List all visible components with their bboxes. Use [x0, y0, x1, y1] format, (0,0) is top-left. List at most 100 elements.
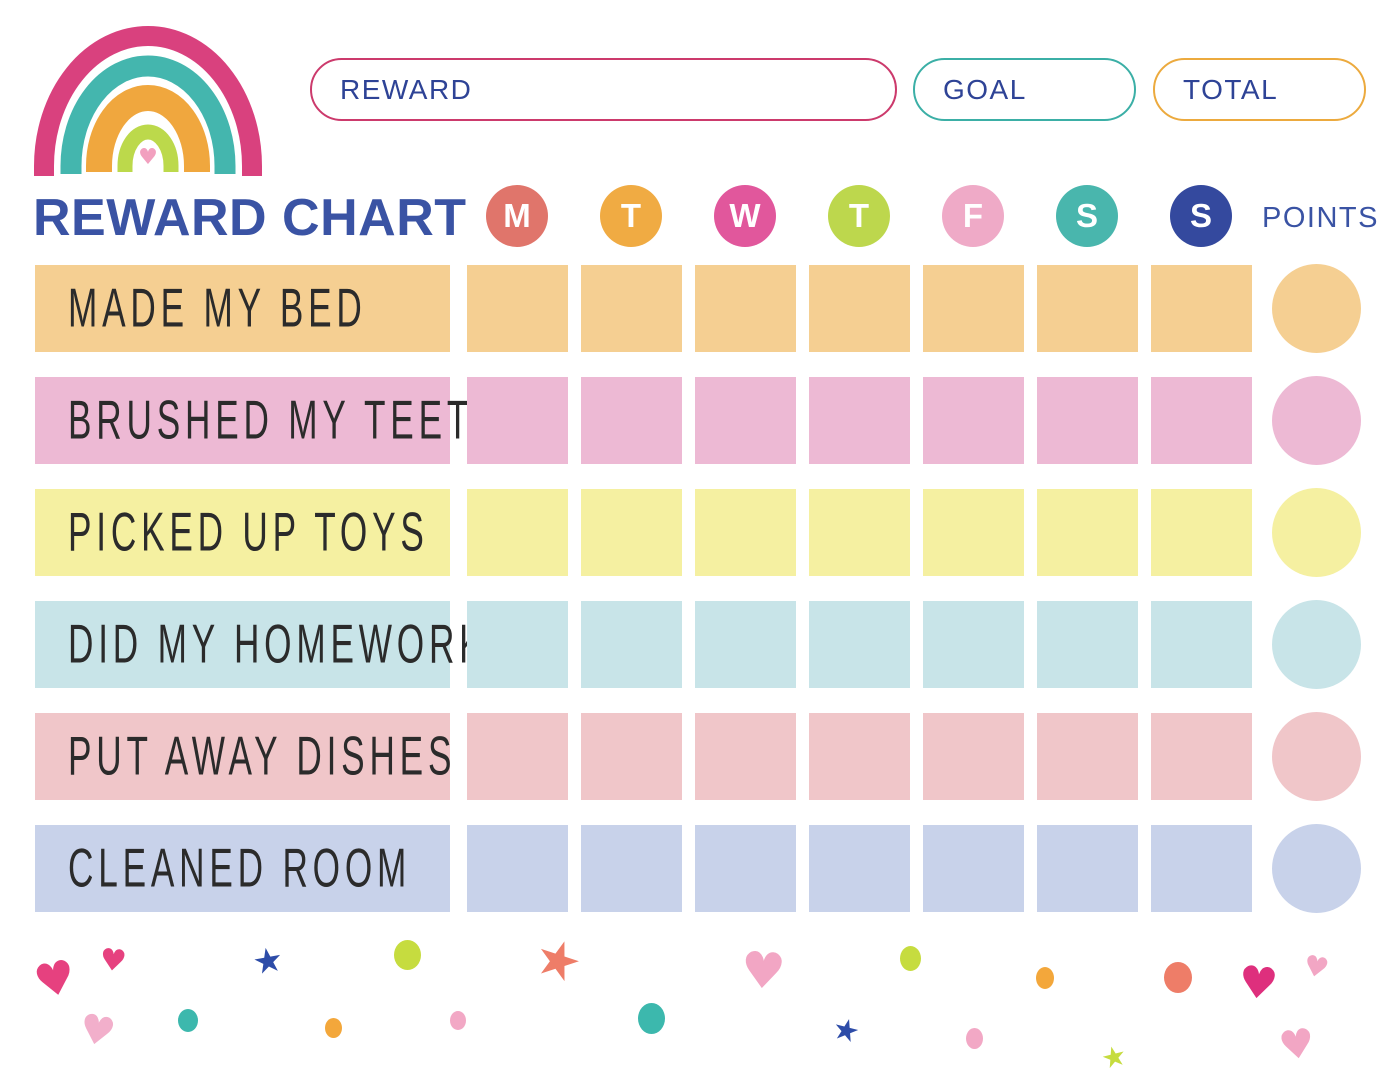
chore-day-cell[interactable]	[809, 377, 910, 464]
chore-label: MADE MY BED	[68, 277, 367, 339]
dot-decoration	[637, 1002, 665, 1034]
dot-decoration	[1164, 961, 1192, 993]
day-letter: T	[848, 197, 870, 234]
chore-day-cell[interactable]	[1037, 825, 1138, 912]
chore-day-cell[interactable]	[809, 713, 910, 800]
chore-day-cell[interactable]	[695, 489, 796, 576]
heart-decoration: ♥	[1300, 948, 1332, 986]
chore-day-cell[interactable]	[695, 377, 796, 464]
points-circle[interactable]	[1272, 376, 1361, 465]
chore-day-cell[interactable]	[581, 377, 682, 464]
day-header-2: T	[600, 185, 662, 247]
chore-day-cell[interactable]	[467, 713, 568, 800]
dot-decoration	[393, 940, 421, 970]
chore-day-cell[interactable]	[467, 377, 568, 464]
chore-day-cell[interactable]	[1037, 265, 1138, 352]
total-field[interactable]: TOTAL	[1153, 58, 1366, 121]
chore-day-cell[interactable]	[809, 825, 910, 912]
chore-day-cell[interactable]	[923, 825, 1024, 912]
chore-day-cell[interactable]	[1151, 601, 1252, 688]
points-circle[interactable]	[1272, 264, 1361, 353]
dot-decoration	[450, 1010, 466, 1030]
chore-day-cell[interactable]	[581, 825, 682, 912]
chore-day-cell[interactable]	[695, 825, 796, 912]
heart-decoration: ♥	[74, 1004, 120, 1058]
chore-day-cell[interactable]	[1037, 713, 1138, 800]
dot-decoration	[899, 945, 921, 971]
page-title: REWARD CHART	[33, 189, 467, 247]
chore-day-cell[interactable]	[581, 601, 682, 688]
chore-label-bar: PICKED UP TOYS	[35, 489, 450, 576]
chore-day-cell[interactable]	[1151, 489, 1252, 576]
day-header-3: W	[714, 185, 776, 247]
points-circle[interactable]	[1272, 712, 1361, 801]
chore-label-bar: PUT AWAY DISHES	[35, 713, 451, 800]
chore-day-cell[interactable]	[1037, 377, 1138, 464]
heart-decoration: ♥	[29, 948, 81, 1010]
chore-row: MADE MY BED	[0, 264, 1400, 353]
chore-label: DID MY HOMEWORK	[68, 613, 488, 675]
chore-row: PUT AWAY DISHES	[0, 712, 1400, 801]
chore-label-bar: CLEANED ROOM	[35, 825, 450, 912]
chore-day-cell[interactable]	[467, 825, 568, 912]
chore-day-cell[interactable]	[1151, 265, 1252, 352]
chore-label: PICKED UP TOYS	[68, 501, 429, 563]
star-decoration: ★	[249, 938, 287, 984]
chore-day-cell[interactable]	[809, 489, 910, 576]
points-circle[interactable]	[1272, 824, 1361, 913]
points-circle[interactable]	[1272, 488, 1361, 577]
chore-day-cell[interactable]	[467, 489, 568, 576]
chore-label-bar: DID MY HOMEWORK	[35, 601, 483, 688]
chore-day-cell[interactable]	[695, 265, 796, 352]
rainbow-logo: ♥	[34, 26, 262, 176]
day-header-6: S	[1056, 185, 1118, 247]
chore-day-cell[interactable]	[923, 377, 1024, 464]
chore-label: PUT AWAY DISHES	[68, 725, 457, 787]
day-header-7: S	[1170, 185, 1232, 247]
day-header-1: M	[486, 185, 548, 247]
chore-day-cell[interactable]	[467, 265, 568, 352]
chore-day-cell[interactable]	[809, 265, 910, 352]
chore-day-cell[interactable]	[1151, 377, 1252, 464]
chore-day-cell[interactable]	[923, 713, 1024, 800]
chore-day-cell[interactable]	[923, 265, 1024, 352]
day-letter: F	[962, 197, 984, 234]
day-letter: W	[729, 197, 761, 234]
goal-field[interactable]: GOAL	[913, 58, 1136, 121]
chore-label-bar: BRUSHED MY TEETH	[35, 377, 499, 464]
heart-decoration: ♥	[1276, 1019, 1318, 1071]
chore-day-cell[interactable]	[467, 601, 568, 688]
day-letter: S	[1075, 197, 1098, 234]
dot-decoration	[324, 1018, 342, 1038]
chore-day-cell[interactable]	[1037, 489, 1138, 576]
dot-decoration	[1036, 967, 1054, 989]
chore-row: BRUSHED MY TEETH	[0, 376, 1400, 465]
chore-day-cell[interactable]	[809, 601, 910, 688]
chore-day-cell[interactable]	[581, 713, 682, 800]
heart-decoration: ♥	[738, 940, 788, 1002]
day-header-4: T	[828, 185, 890, 247]
dot-decoration	[178, 1008, 198, 1032]
star-decoration: ★	[1097, 1037, 1131, 1077]
chore-label: CLEANED ROOM	[68, 837, 412, 899]
star-decoration: ★	[526, 925, 590, 997]
chore-day-cell[interactable]	[581, 265, 682, 352]
chore-day-cell[interactable]	[695, 601, 796, 688]
chore-day-cell[interactable]	[581, 489, 682, 576]
chore-label: BRUSHED MY TEETH	[68, 389, 504, 451]
chore-day-cell[interactable]	[1037, 601, 1138, 688]
star-decoration: ★	[828, 1010, 864, 1052]
chore-label-bar: MADE MY BED	[35, 265, 450, 352]
chore-day-cell[interactable]	[923, 601, 1024, 688]
day-letter: T	[620, 197, 642, 234]
chore-day-cell[interactable]	[1151, 713, 1252, 800]
chore-row: CLEANED ROOM	[0, 824, 1400, 913]
heart-decoration: ♥	[97, 942, 129, 980]
chore-day-cell[interactable]	[695, 713, 796, 800]
reward-field[interactable]: REWARD	[310, 58, 897, 121]
chore-day-cell[interactable]	[923, 489, 1024, 576]
chore-day-cell[interactable]	[1151, 825, 1252, 912]
points-column-label: POINTS	[1262, 202, 1379, 234]
points-circle[interactable]	[1272, 600, 1361, 689]
